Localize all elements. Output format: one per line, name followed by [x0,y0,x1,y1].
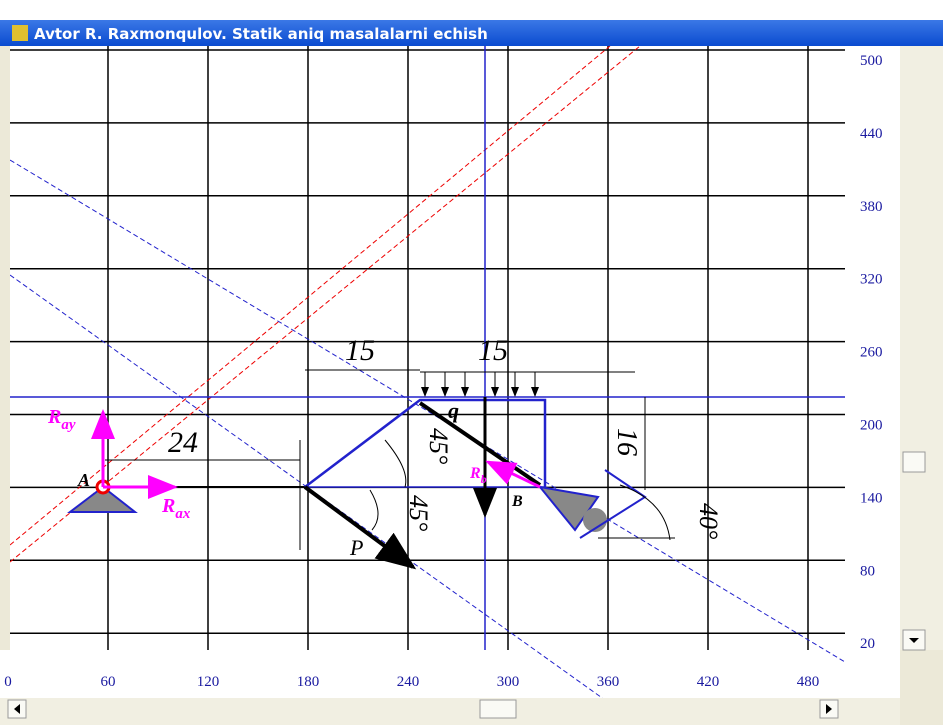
x-tick-label: 420 [697,674,720,690]
reaction-sub: b [481,472,487,486]
load-label: q [448,398,459,423]
y-tick-label: 380 [860,199,883,215]
y-tick-label: 500 [860,53,883,69]
y-tick-label: 140 [860,490,883,506]
y-label-column [845,46,900,650]
reaction-label: Ray [47,406,76,433]
x-tick-label: 360 [597,674,620,690]
support-a [67,485,138,513]
angle-arc [369,489,379,531]
blue-dashed-line [10,159,845,663]
reaction-arrow [485,460,541,489]
grid [10,46,845,650]
reaction-symbol: R [469,465,481,482]
reaction-label: Rb [469,465,487,486]
labels: A B P q Ray Rax Rb 15 15 24 16 45° 45° 4… [47,334,723,560]
title-bar [0,20,943,46]
x-tick-label: 480 [797,674,820,690]
dimension-label: 24 [168,426,198,459]
top-strip [0,0,943,20]
x-tick-label: 300 [497,674,520,690]
angle-label: 40° [694,503,723,539]
y-tick-label: 20 [860,636,875,652]
angle-arc [619,484,671,541]
scroll-thumb[interactable] [902,451,926,473]
window-title: Avtor R. Raxmonqulov. Statik aniq masala… [34,25,488,43]
force-arrow [303,485,417,570]
arrow-icon [909,638,919,643]
dimension-label: 15 [478,334,508,367]
bar [418,401,542,487]
vertical-scrollbar[interactable] [900,46,943,650]
x-tick-label: 120 [197,674,220,690]
reaction-sub: ax [175,506,191,522]
axis-labels: 0 60 120 180 240 300 360 420 480 500 440 380 320 260 2… [4,53,882,690]
dimension-label: 16 [611,428,642,456]
angle-label: 45° [424,428,453,464]
structure [67,369,675,570]
frame [304,398,547,488]
force-label: P [349,535,363,560]
x-label-row [0,650,900,698]
reaction-symbol: R [161,495,175,517]
roller [583,508,607,532]
y-tick-label: 320 [860,272,883,288]
angle-label: 45° [404,495,433,531]
y-tick-label: 200 [860,418,883,434]
app-icon [12,25,28,41]
angle-arc [384,439,407,488]
x-tick-label: 180 [297,674,320,690]
reaction-sub: ay [61,417,76,433]
point-label: A [77,470,90,490]
plot-area [10,46,845,650]
red-dashed-line [10,46,611,546]
y-tick-label: 440 [860,126,883,142]
reaction-symbol: R [47,406,61,428]
arrow-icon [826,704,832,714]
y-tick-label: 260 [860,345,883,361]
scroll-thumb[interactable] [479,699,517,719]
arrow-icon [14,704,20,714]
y-tick-label: 80 [860,563,875,579]
reaction-label: Rax [161,495,191,522]
point-label: B [511,493,523,510]
x-tick-label: 0 [4,674,12,690]
x-tick-label: 60 [101,674,116,690]
x-tick-label: 240 [397,674,420,690]
horizontal-scrollbar[interactable] [0,698,900,725]
dimension-label: 15 [345,334,375,367]
